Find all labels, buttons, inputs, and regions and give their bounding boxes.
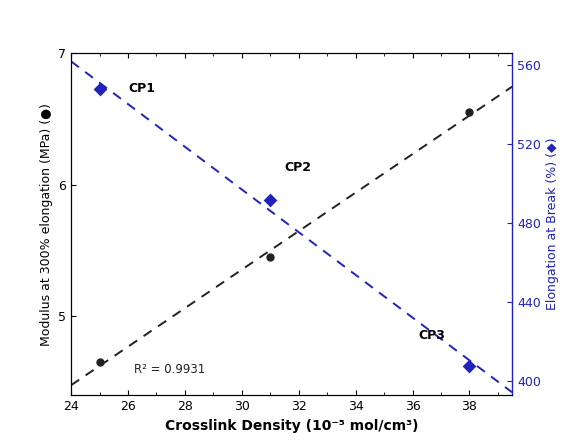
Y-axis label: Modulus at 300% elongation (MPa) (●): Modulus at 300% elongation (MPa) (●) xyxy=(40,103,53,346)
Text: CP2: CP2 xyxy=(284,161,311,174)
Point xyxy=(465,109,474,116)
Point xyxy=(266,254,275,261)
Point xyxy=(465,362,474,369)
Point xyxy=(95,359,104,366)
Point xyxy=(266,196,275,203)
X-axis label: Crosslink Density (10⁻⁵ mol/cm³): Crosslink Density (10⁻⁵ mol/cm³) xyxy=(165,419,418,432)
Text: R² = 0.9931: R² = 0.9931 xyxy=(134,363,205,376)
Text: CP1: CP1 xyxy=(128,82,155,95)
Point xyxy=(95,85,104,92)
Y-axis label: Elongation at Break (%) (◆): Elongation at Break (%) (◆) xyxy=(546,138,559,310)
Text: CP3: CP3 xyxy=(418,329,445,342)
